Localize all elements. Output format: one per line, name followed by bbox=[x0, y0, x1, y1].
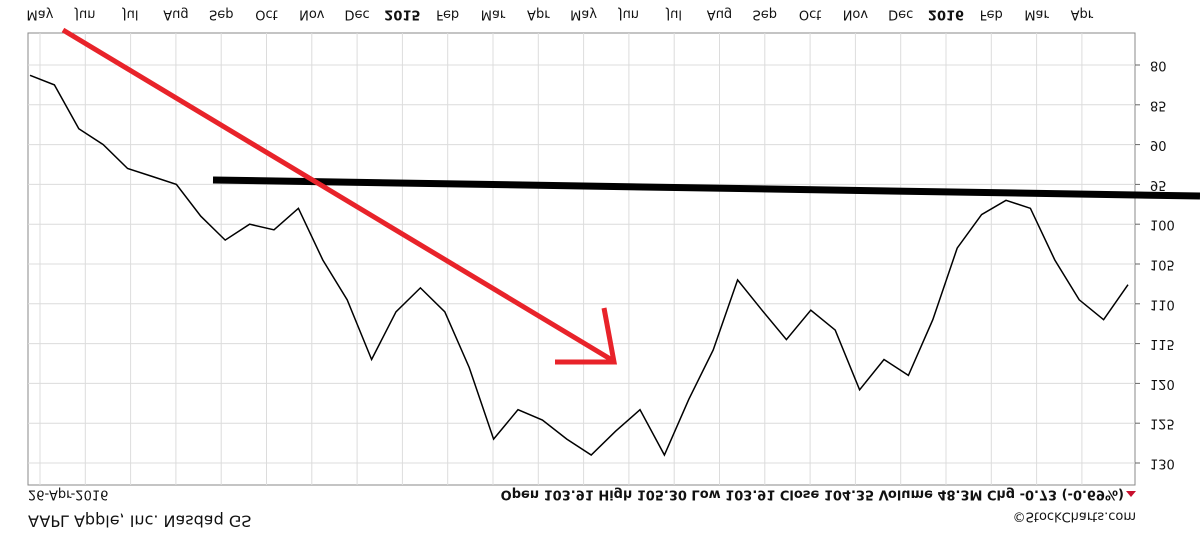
x-tick-label: Jun bbox=[74, 7, 95, 22]
y-tick-label: 130 bbox=[1150, 456, 1175, 471]
x-tick-label: Feb bbox=[436, 7, 459, 22]
x-tick-label: 2016 bbox=[928, 7, 964, 22]
quote-label: Open 103.91 High 105.30 Low 103.91 Close… bbox=[501, 487, 1124, 502]
x-tick-label: Jun bbox=[618, 7, 639, 22]
arrow-head bbox=[555, 307, 618, 365]
x-tick-label: Aug bbox=[707, 7, 732, 22]
arrow-shaft bbox=[61, 27, 614, 363]
x-tick-label: Jul bbox=[122, 7, 139, 22]
y-tick-label: 115 bbox=[1150, 336, 1175, 351]
x-tick-label: Apr bbox=[527, 7, 550, 22]
y-tick-label: 100 bbox=[1150, 217, 1175, 232]
x-tick-label: Dec bbox=[888, 7, 913, 22]
date-label: 26-Apr-2016 bbox=[28, 487, 108, 502]
price-line bbox=[29, 74, 1129, 457]
x-tick-label: Feb bbox=[980, 7, 1003, 22]
y-tick-label: 105 bbox=[1150, 257, 1175, 272]
y-tick-label: 90 bbox=[1150, 137, 1167, 152]
y-tick-label: 120 bbox=[1150, 376, 1175, 391]
symbol-label: AAPL Apple, Inc. Nasdaq GS bbox=[28, 512, 251, 531]
x-tick-label: Mar bbox=[481, 7, 506, 22]
y-tick-label: 95 bbox=[1150, 177, 1167, 192]
x-tick-label: Oct bbox=[255, 7, 277, 22]
x-tick-label: May bbox=[570, 7, 597, 22]
x-tick-label: 2015 bbox=[384, 7, 420, 22]
x-tick-label: Sep bbox=[209, 7, 234, 22]
trend-line bbox=[212, 176, 1200, 200]
x-tick-label: Mar bbox=[1024, 7, 1049, 22]
x-tick-label: Sep bbox=[753, 7, 778, 22]
x-tick-label: Jul bbox=[665, 7, 682, 22]
credit-label: ©StockCharts.com bbox=[1013, 509, 1136, 524]
change-marker bbox=[1126, 491, 1136, 497]
grid bbox=[28, 33, 1140, 485]
data bbox=[29, 74, 1129, 457]
x-tick-label: Nov bbox=[299, 7, 325, 22]
x-tick-label: Nov bbox=[843, 7, 869, 22]
y-tick-label: 110 bbox=[1150, 296, 1175, 311]
x-tick-label: Oct bbox=[799, 7, 821, 22]
x-tick-label: Dec bbox=[345, 7, 370, 22]
plot-frame bbox=[27, 32, 1136, 486]
x-tick-label: May bbox=[27, 7, 54, 22]
x-tick-label: Aug bbox=[163, 7, 188, 22]
y-tick-label: 125 bbox=[1150, 416, 1175, 431]
y-tick-label: 80 bbox=[1150, 58, 1167, 73]
y-tick-label: 85 bbox=[1150, 97, 1167, 112]
x-tick-label: Apr bbox=[1071, 7, 1094, 22]
